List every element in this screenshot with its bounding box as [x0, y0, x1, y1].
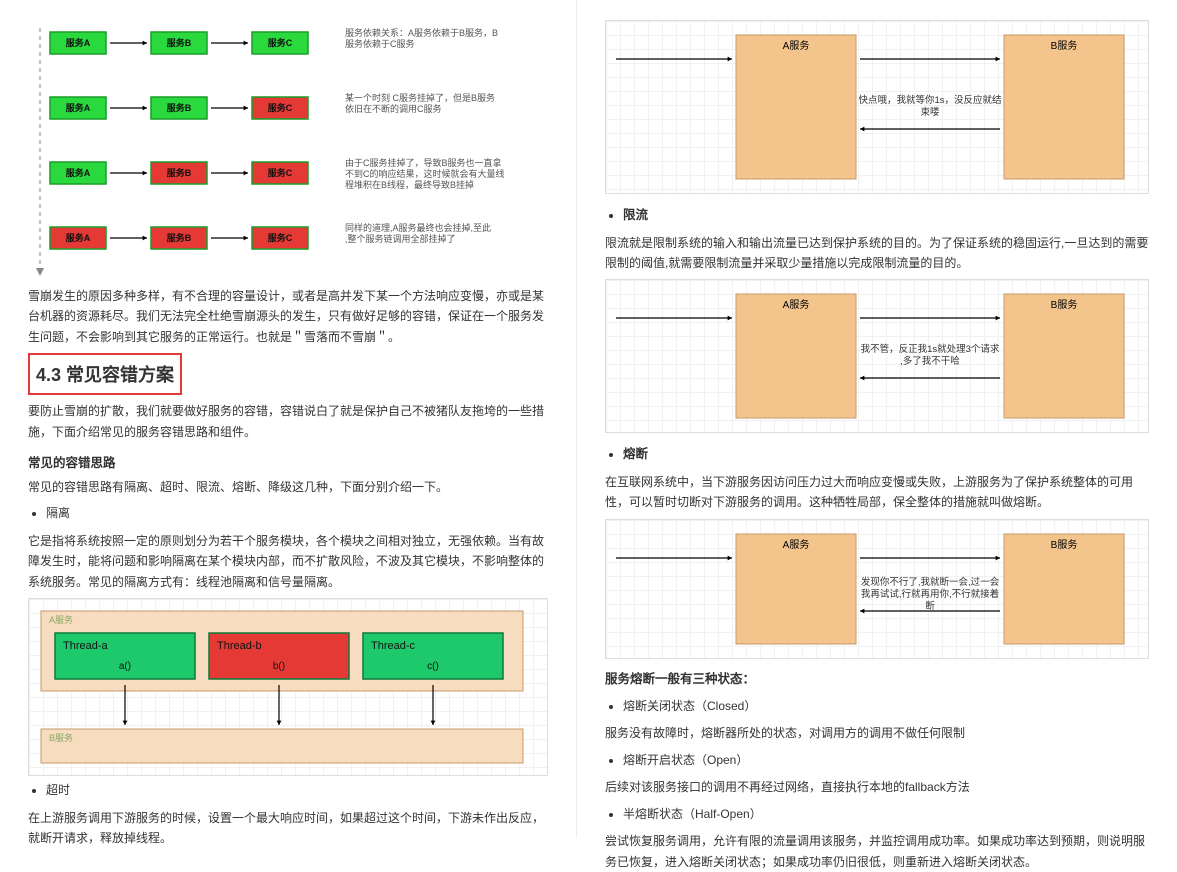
svg-text:服务B: 服务B — [167, 37, 192, 48]
svg-text:Thread-b: Thread-b — [217, 640, 262, 652]
service-chain-diagram: 服务A服务B服务C服务依赖关系：A服务依赖于B服务，B服务依赖于C服务服务A服务… — [28, 20, 548, 280]
svg-text:B服务: B服务 — [1051, 538, 1078, 551]
state-open-desc: 后续对该服务接口的调用不再经过网络，直接执行本地的fallback方法 — [605, 777, 1149, 797]
svg-text:服务依赖关系：A服务依赖于B服务，B服务依赖于C服务: 服务依赖关系：A服务依赖于B服务，B服务依赖于C服务 — [345, 27, 498, 49]
limit-heading: 限流 — [623, 204, 1149, 227]
svg-text:Thread-a: Thread-a — [63, 640, 109, 652]
timeout-diagram: A服务 B服务快点哦，我就等你1s，没反应就结束喽 — [605, 20, 1149, 194]
limit-diagram: A服务 B服务我不管，反正我1s就处理3个请求,多了我不干哈 — [605, 279, 1149, 433]
svg-text:服务B: 服务B — [167, 102, 192, 113]
timeout-paragraph: 在上游服务调用下游服务的时候，设置一个最大响应时间，如果超过这个时间，下游未作出… — [28, 808, 548, 849]
break-heading: 熔断 — [623, 443, 1149, 466]
svg-text:Thread-c: Thread-c — [371, 640, 416, 652]
section-title: 4.3 常见容错方案 — [36, 361, 174, 387]
states-heading: 服务熔断一般有三种状态： — [605, 669, 1149, 690]
svg-text:同样的道理,A服务最终也会挂掉,至此,整个服务链调用全部挂掉: 同样的道理,A服务最终也会挂掉,至此,整个服务链调用全部挂掉了 — [345, 222, 491, 244]
svg-text:服务B: 服务B — [167, 167, 192, 178]
bullet-isolation: 隔离 — [46, 503, 548, 525]
left-column: 服务A服务B服务C服务依赖关系：A服务依赖于B服务，B服务依赖于C服务服务A服务… — [0, 0, 577, 838]
svg-text:A服务: A服务 — [49, 614, 73, 625]
common-heading: 常见的容错思路 — [28, 452, 548, 471]
svg-text:服务C: 服务C — [268, 37, 293, 48]
svg-text:B服务: B服务 — [49, 732, 73, 743]
svg-text:服务C: 服务C — [268, 102, 293, 113]
svg-text:A服务: A服务 — [783, 39, 810, 52]
svg-text:发现你不行了,我就断一会,过一会我再试试,行就再用你,不行就: 发现你不行了,我就断一会,过一会我再试试,行就再用你,不行就接着断 — [861, 576, 1000, 612]
state-closed: 熔断关闭状态（Closed） — [623, 696, 1149, 718]
common-paragraph: 常见的容错思路有隔离、超时、限流、熔断、降级这几种，下面分别介绍一下。 — [28, 477, 548, 497]
svg-text:我不管，反正我1s就处理3个请求,多了我不干哈: 我不管，反正我1s就处理3个请求,多了我不干哈 — [861, 343, 1000, 367]
section-title-box: 4.3 常见容错方案 — [28, 353, 182, 395]
svg-text:某一个时刻 C服务挂掉了，但是B服务依旧在不断的调用C服务: 某一个时刻 C服务挂掉了，但是B服务依旧在不断的调用C服务 — [345, 92, 495, 114]
state-open: 熔断开启状态（Open） — [623, 750, 1149, 772]
svg-text:服务A: 服务A — [66, 232, 91, 243]
svg-text:由于C服务挂掉了，导致B服务也一直拿不到C的响应结果，这时候: 由于C服务挂掉了，导致B服务也一直拿不到C的响应结果，这时候就会有大量线程堆积在… — [345, 157, 505, 190]
svg-text:服务C: 服务C — [268, 232, 293, 243]
svg-text:A服务: A服务 — [783, 538, 810, 551]
isolation-paragraph: 它是指将系统按照一定的原则划分为若干个服务模块，各个模块之间相对独立，无强依赖。… — [28, 531, 548, 592]
svg-text:快点哦，我就等你1s，没反应就结束喽: 快点哦，我就等你1s，没反应就结束喽 — [858, 94, 1001, 118]
avalanche-paragraph: 雪崩发生的原因多种多样，有不合理的容量设计，或者是高并发下某一个方法响应变慢，亦… — [28, 286, 548, 347]
svg-text:A服务: A服务 — [783, 298, 810, 311]
svg-text:b(): b() — [273, 661, 285, 672]
svg-text:服务A: 服务A — [66, 102, 91, 113]
break-diagram: A服务 B服务发现你不行了,我就断一会,过一会我再试试,行就再用你,不行就接着断 — [605, 519, 1149, 659]
bullet-timeout: 超时 — [46, 780, 548, 802]
svg-text:服务A: 服务A — [66, 37, 91, 48]
svg-text:a(): a() — [119, 661, 131, 672]
intro-paragraph: 要防止雪崩的扩散，我们就要做好服务的容错，容错说白了就是保护自己不被猪队友拖垮的… — [28, 401, 548, 442]
svg-text:服务B: 服务B — [167, 232, 192, 243]
svg-text:B服务: B服务 — [1051, 298, 1078, 311]
right-column: A服务B服务快点哦，我就等你1s，没反应就结束喽 限流 限流就是限制系统的输入和… — [577, 0, 1177, 838]
svg-text:B服务: B服务 — [1051, 39, 1078, 52]
isolation-diagram: A服务 Thread-a a() Thread-b b() Thread-c c() B服务 — [28, 598, 548, 776]
break-paragraph: 在互联网系统中，当下游服务因访问压力过大而响应变慢或失败，上游服务为了保护系统整… — [605, 472, 1149, 513]
svg-text:服务A: 服务A — [66, 167, 91, 178]
state-closed-desc: 服务没有故障时，熔断器所处的状态，对调用方的调用不做任何限制 — [605, 723, 1149, 743]
state-halfopen-desc: 尝试恢复服务调用，允许有限的流量调用该服务，并监控调用成功率。如果成功率达到预期… — [605, 831, 1149, 872]
state-halfopen: 半熔断状态（Half-Open） — [623, 804, 1149, 826]
limit-paragraph: 限流就是限制系统的输入和输出流量已达到保护系统的目的。为了保证系统的稳固运行,一… — [605, 233, 1149, 274]
svg-text:服务C: 服务C — [268, 167, 293, 178]
svg-text:c(): c() — [427, 661, 439, 672]
